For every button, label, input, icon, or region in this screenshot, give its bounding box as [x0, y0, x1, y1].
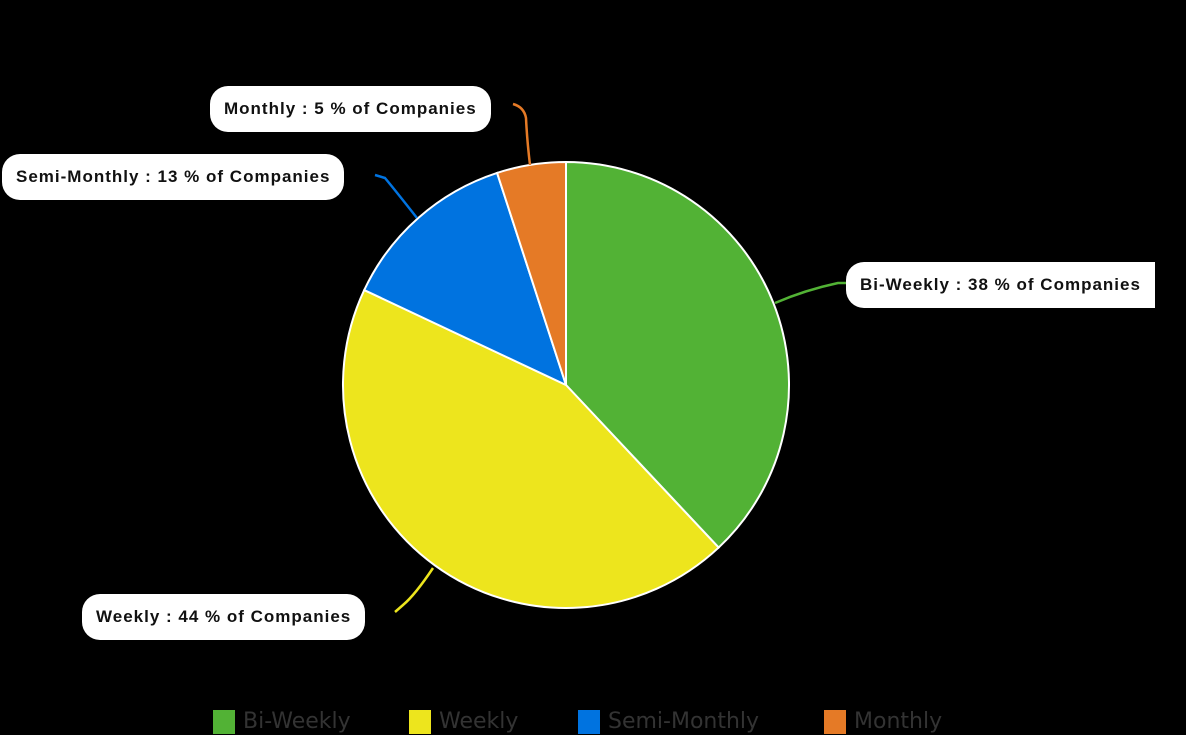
legend-swatch-bi-weekly: [213, 709, 235, 734]
legend-item-weekly[interactable]: Weekly: [409, 708, 518, 735]
chart-legend: Bi-Weekly Weekly Semi-Monthly Monthly: [0, 708, 1186, 735]
pie-slice-semi-monthly[interactable]: [362, 171, 568, 387]
legend-label: Semi-Monthly: [608, 709, 760, 734]
legend-label: Monthly: [854, 709, 943, 734]
pie-slice-weekly[interactable]: [342, 288, 721, 609]
data-label-monthly: Monthly : 5 % of Companies: [210, 86, 491, 132]
leader-line-semi-monthly: [374, 173, 418, 219]
legend-swatch-weekly: [409, 709, 431, 734]
legend-item-semi-monthly[interactable]: Semi-Monthly: [578, 708, 759, 735]
legend-item-monthly[interactable]: Monthly: [824, 708, 942, 735]
data-label-bi-weekly: Bi-Weekly : 38 % of Companies: [846, 262, 1155, 308]
data-label-semi-monthly: Semi-Monthly : 13 % of Companies: [2, 154, 345, 200]
data-label-weekly: Weekly : 44 % of Companies: [82, 594, 366, 640]
pie-slices: [342, 160, 790, 609]
legend-label: Weekly: [439, 709, 519, 734]
legend-label: Bi-Weekly: [243, 709, 351, 734]
leader-line-monthly: [512, 102, 532, 166]
legend-swatch-semi-monthly: [578, 709, 600, 734]
leader-line-bi-weekly: [774, 281, 846, 305]
legend-item-bi-weekly[interactable]: Bi-Weekly: [213, 708, 351, 735]
leader-line-weekly: [394, 567, 435, 613]
pie-slice-bi-weekly[interactable]: [565, 160, 790, 549]
legend-swatch-monthly: [824, 709, 846, 734]
